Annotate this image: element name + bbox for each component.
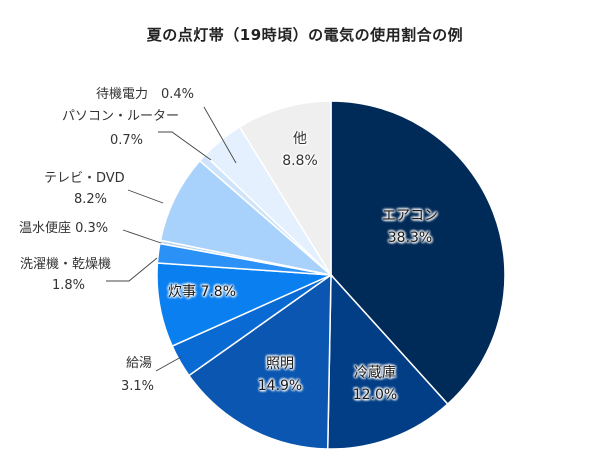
label-lighting-name: 照明 (266, 356, 294, 372)
label-fridge: 冷蔵庫 12.0% (340, 362, 410, 406)
label-water-pct: 3.1% (121, 379, 155, 394)
label-cooking-text: 炊事 7.8% (168, 284, 237, 300)
leader-tv (127, 189, 164, 204)
label-laundry-name: 洗濯機・乾燥機 (20, 257, 112, 272)
leader-water (155, 356, 182, 372)
label-other: 他 8.8% (275, 128, 325, 172)
pie-slice-10 (238, 100, 332, 278)
leader-standby (203, 106, 237, 164)
label-standby: 待機電力 0.4% (96, 87, 195, 102)
label-cooking: 炊事 7.8% (168, 281, 268, 303)
label-pc-name: パソコン・ルーター (62, 109, 180, 124)
label-other-name: 他 (293, 131, 307, 147)
label-laundry-pct: 1.8% (52, 278, 86, 293)
chart-title: 夏の点灯帯（19時頃）の電気の使用割合の例 (146, 26, 464, 44)
label-other-pct: 8.8% (282, 153, 318, 169)
label-fridge-pct: 12.0% (352, 387, 398, 403)
pie-slices (156, 100, 506, 450)
label-fridge-name: 冷蔵庫 (354, 365, 396, 381)
pie-slice-0 (330, 100, 506, 406)
label-tv-pct: 8.2% (74, 192, 108, 207)
leader-lines (106, 106, 237, 372)
label-pc-pct: 0.7% (110, 133, 144, 148)
label-aircon-pct: 38.3% (387, 230, 433, 246)
label-water-name: 給湯 (126, 356, 153, 371)
label-tv-name: テレビ・DVD (44, 171, 125, 186)
label-lighting-pct: 14.9% (257, 378, 303, 394)
leader-pc (158, 131, 212, 161)
leader-laundry (106, 257, 158, 282)
leader-toilet (122, 229, 162, 244)
pie-slice-7 (159, 159, 334, 277)
label-lighting: 照明 14.9% (245, 353, 315, 397)
label-aircon: エアコン 38.3% (375, 205, 445, 249)
pie-slice-2 (187, 273, 332, 450)
label-toilet: 温水便座 0.3% (19, 221, 109, 236)
pie-slice-1 (326, 273, 449, 450)
label-aircon-name: エアコン (382, 208, 438, 224)
